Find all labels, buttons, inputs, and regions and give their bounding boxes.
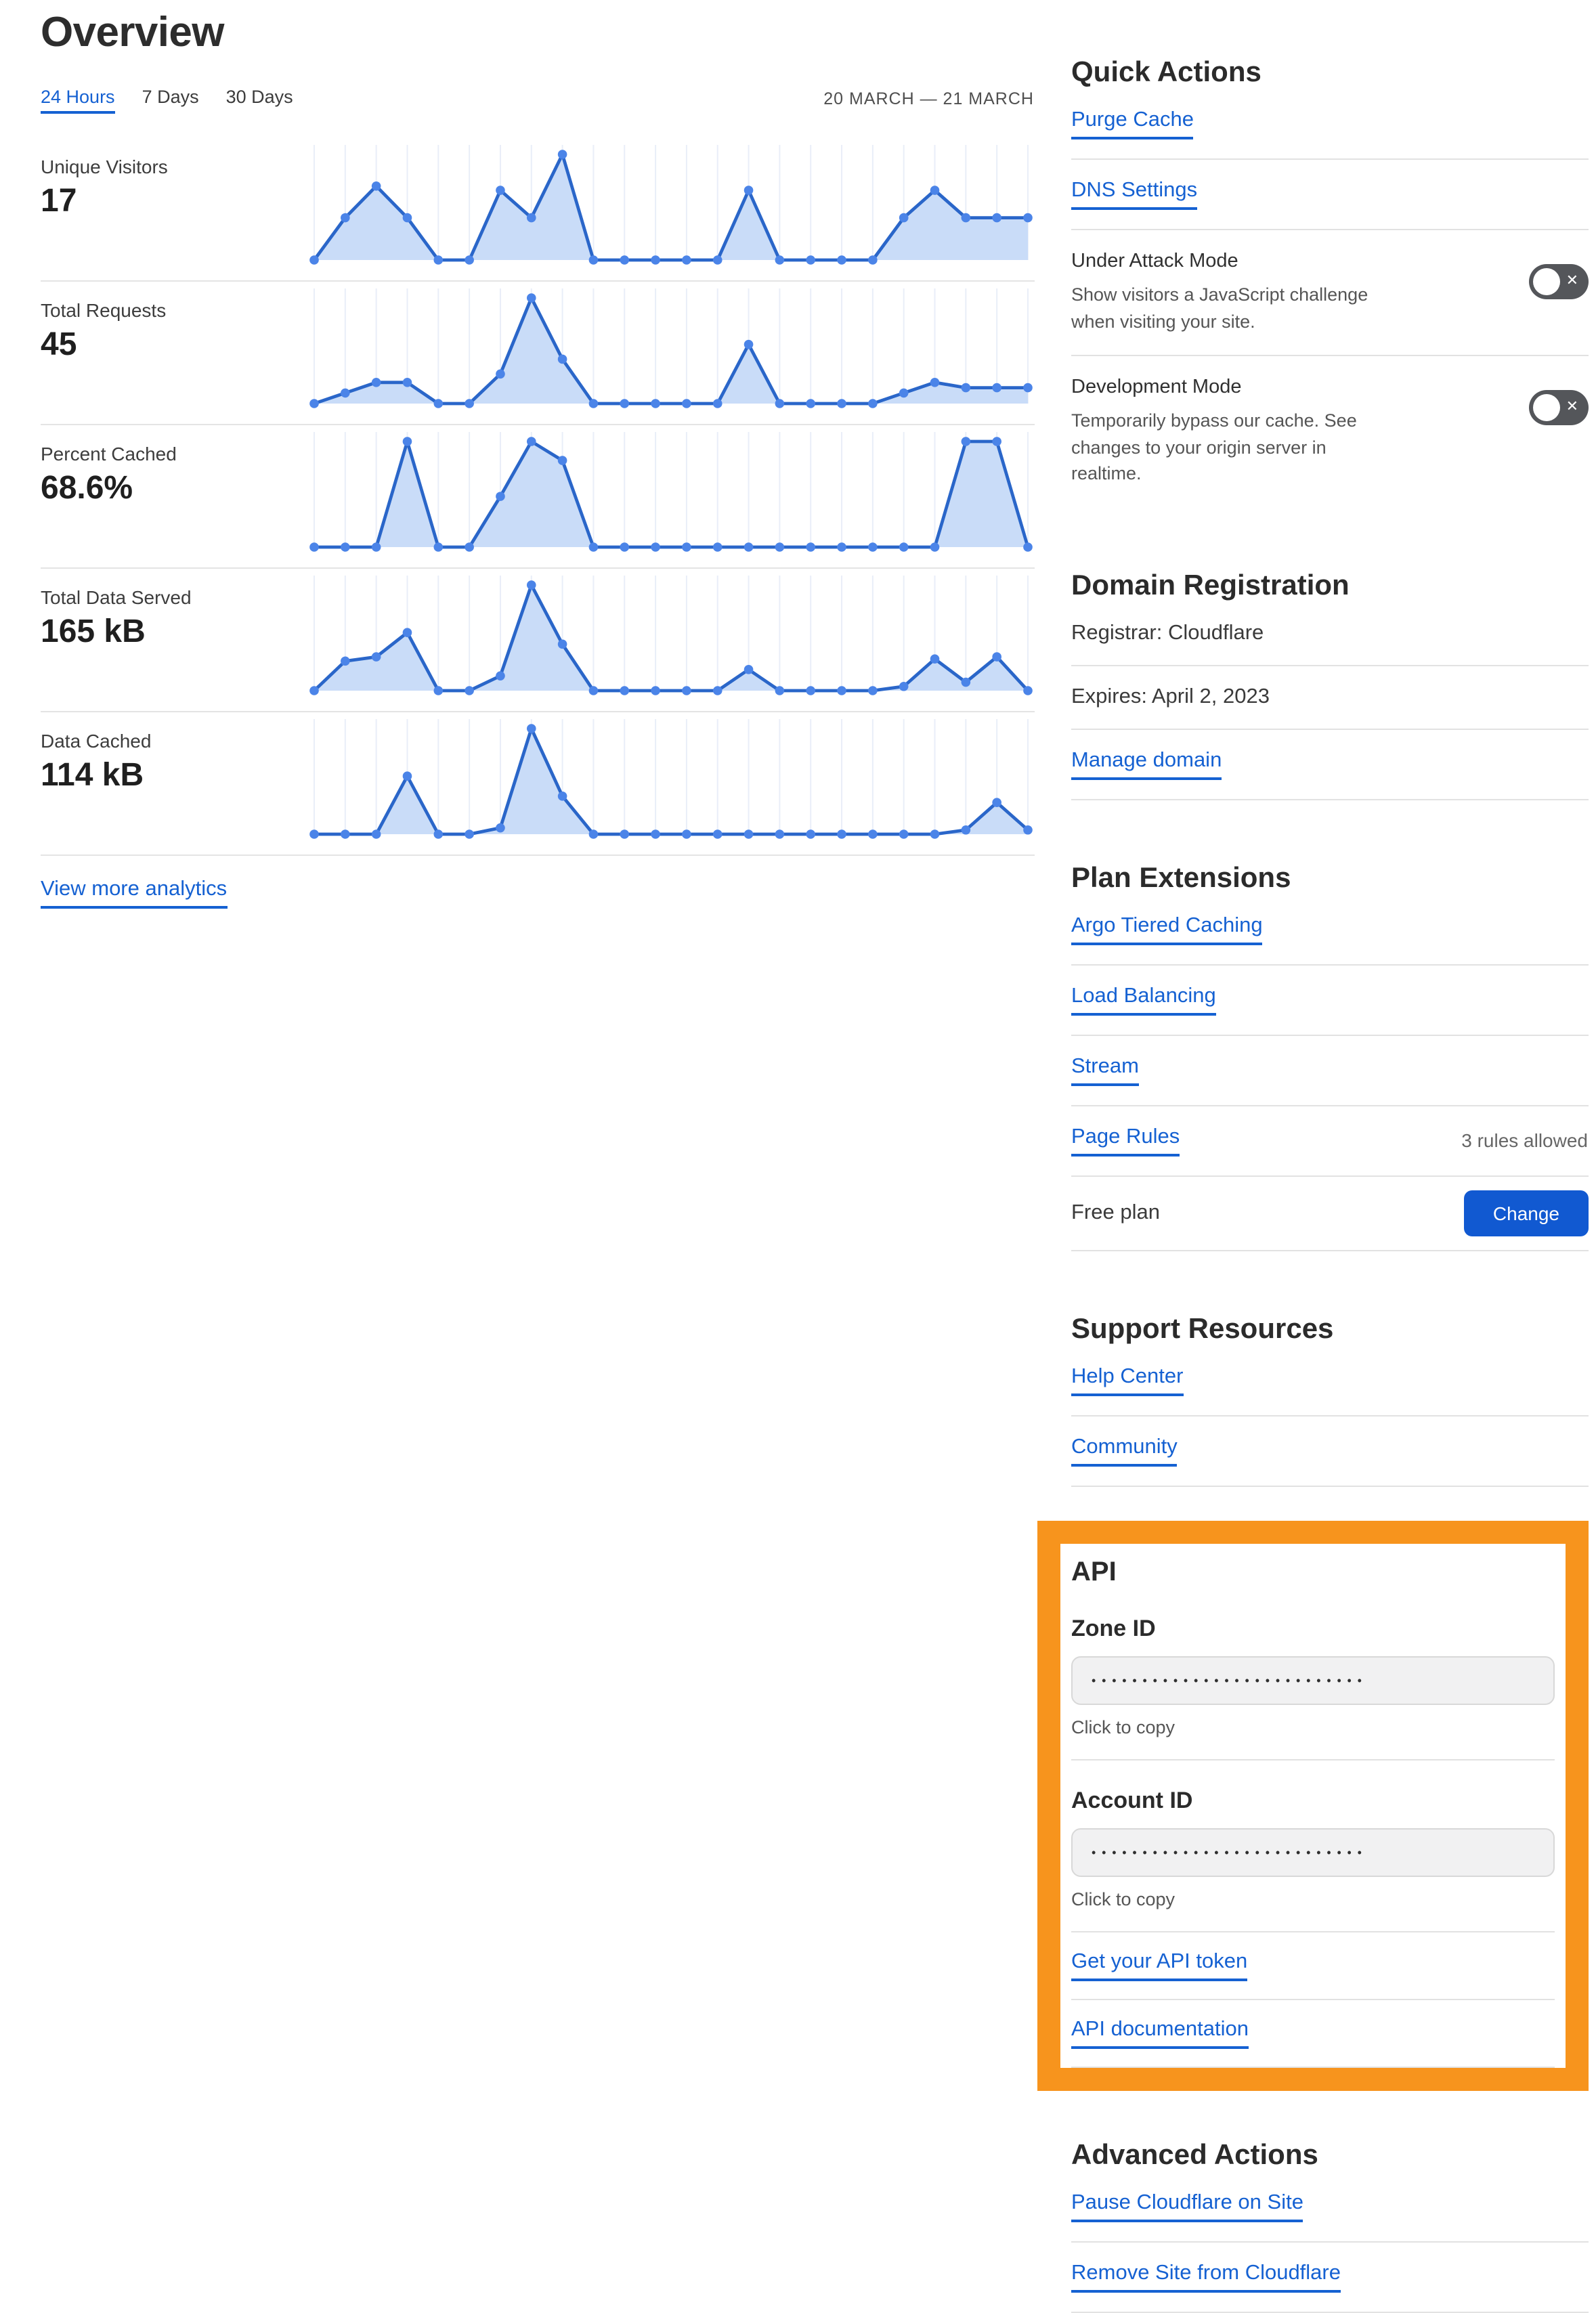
pause-cloudflare-link[interactable]: Pause Cloudflare on Site [1071,2191,1303,2222]
metric-label: Total Data Served [41,586,192,608]
metric-value: 165 kB [41,613,146,650]
account-id-block: Account ID ••••••••••••••••••••••••••• C… [1071,1788,1554,1932]
page-rules-allowance: 3 rules allowed [1461,1129,1588,1152]
analytics-column: Overview 24 Hours 7 Days 30 Days 20 MARC… [41,0,1034,909]
account-id-masked-value: ••••••••••••••••••••••••••• [1092,1846,1368,1860]
under-attack-mode-title: Under Attack Mode [1071,251,1238,272]
metric-label: Unique Visitors [41,156,168,177]
zone-id-copy-hint: Click to copy [1071,1716,1176,1737]
dns-settings-link[interactable]: DNS Settings [1071,179,1198,210]
metric-row-unique-visitors: Unique Visitors 17 [41,138,1034,282]
metric-value: 45 [41,326,77,363]
under-attack-mode-row: Under Attack Mode Show visitors a JavaSc… [1071,230,1588,357]
toggle-off-x-icon: ✕ [1566,399,1578,416]
metric-row-total-requests: Total Requests 45 [41,282,1034,425]
metric-row-percent-cached: Percent Cached 68.6% [41,425,1034,569]
expires-row: Expires: April 2, 2023 [1071,666,1588,730]
load-balancing-row: Load Balancing [1071,966,1588,1036]
remove-site-row: Remove Site from Cloudflare [1071,2243,1588,2313]
change-plan-button[interactable]: Change [1464,1190,1588,1236]
development-mode-description: Temporarily bypass our cache. See change… [1071,410,1357,484]
account-id-label: Account ID [1071,1787,1193,1813]
metric-value: 17 [41,183,77,219]
help-center-link[interactable]: Help Center [1071,1365,1184,1396]
under-attack-mode-toggle[interactable]: ✕ [1528,264,1588,299]
expires-value: Expires: April 2, 2023 [1071,685,1270,708]
metric-label: Data Cached [41,730,152,752]
development-mode-row: Development Mode Temporarily bypass our … [1071,356,1588,507]
toggle-knob [1532,394,1559,422]
page-title: Overview [41,8,225,56]
manage-domain-link[interactable]: Manage domain [1071,749,1222,780]
api-documentation-row: API documentation [1071,2000,1554,2068]
zone-id-masked-value: ••••••••••••••••••••••••••• [1092,1674,1368,1688]
sparkline-chart [309,428,1033,563]
help-center-row: Help Center [1071,1346,1588,1417]
metric-value: 68.6% [41,470,133,506]
zone-id-masked-field[interactable]: ••••••••••••••••••••••••••• [1071,1656,1554,1705]
plan-row: Free plan Change [1071,1177,1588,1251]
metrics-chart-list: Unique Visitors 17 Total Requests 45 Per… [41,138,1034,856]
tab-30-days[interactable]: 30 Days [225,87,293,107]
api-documentation-link[interactable]: API documentation [1071,2018,1249,2049]
remove-site-link[interactable]: Remove Site from Cloudflare [1071,2262,1341,2293]
community-row: Community [1071,1417,1588,1487]
manage-domain-row: Manage domain [1071,730,1588,800]
zone-id-block: Zone ID ••••••••••••••••••••••••••• Clic… [1071,1616,1554,1760]
metric-row-data-cached: Data Cached 114 kB [41,712,1034,856]
quick-actions-heading: Quick Actions [1071,57,1261,88]
metric-label: Total Requests [41,299,167,321]
api-heading: API [1071,1557,1117,1587]
development-mode-title: Development Mode [1071,376,1242,399]
sparkline-chart [309,715,1033,850]
get-api-token-row: Get your API token [1071,1932,1554,2000]
plan-extensions-heading: Plan Extensions [1071,862,1291,894]
purge-cache-link[interactable]: Purge Cache [1071,108,1194,139]
metric-row-total-data-served: Total Data Served 165 kB [41,569,1034,712]
argo-tiered-caching-link[interactable]: Argo Tiered Caching [1071,914,1263,945]
under-attack-mode-description: Show visitors a JavaScript challenge whe… [1071,284,1368,332]
sidebar: Quick Actions Purge Cache DNS Settings U… [1037,0,1588,2313]
overview-page: Overview 24 Hours 7 Days 30 Days 20 MARC… [41,0,1588,2313]
community-link[interactable]: Community [1071,1435,1178,1467]
dns-settings-row: DNS Settings [1071,160,1588,230]
plan-label: Free plan [1071,1201,1160,1224]
purge-cache-row: Purge Cache [1071,89,1588,160]
sparkline-chart [309,284,1033,420]
tab-7-days[interactable]: 7 Days [142,87,199,107]
metric-label: Percent Cached [41,443,177,464]
support-resources-heading: Support Resources [1071,1313,1334,1345]
page-rules-row: Page Rules 3 rules allowed [1071,1106,1588,1177]
account-id-masked-field[interactable]: ••••••••••••••••••••••••••• [1071,1828,1554,1877]
load-balancing-link[interactable]: Load Balancing [1071,985,1216,1016]
api-section-highlight-box: API Zone ID ••••••••••••••••••••••••••• … [1037,1520,1588,2091]
domain-registration-heading: Domain Registration [1071,569,1350,601]
development-mode-toggle[interactable]: ✕ [1528,390,1588,426]
view-more-analytics-link[interactable]: View more analytics [41,878,228,909]
registrar-row: Registrar: Cloudflare [1071,603,1588,666]
advanced-actions-heading: Advanced Actions [1071,2139,1318,2171]
argo-row: Argo Tiered Caching [1071,895,1588,966]
tab-24-hours[interactable]: 24 Hours [41,87,115,114]
stream-link[interactable]: Stream [1071,1055,1139,1086]
zone-id-label: Zone ID [1071,1615,1156,1641]
get-api-token-link[interactable]: Get your API token [1071,1950,1248,1981]
account-id-copy-hint: Click to copy [1071,1888,1176,1909]
page-rules-link[interactable]: Page Rules [1071,1125,1180,1156]
pause-cloudflare-row: Pause Cloudflare on Site [1071,2172,1588,2243]
metric-value: 114 kB [41,757,144,794]
sparkline-chart [309,571,1033,707]
stream-row: Stream [1071,1036,1588,1106]
sparkline-chart [309,141,1033,276]
toggle-off-x-icon: ✕ [1566,273,1578,289]
time-range-tabs: 24 Hours 7 Days 30 Days 20 MARCH — 21 MA… [41,87,1034,116]
registrar-value: Registrar: Cloudflare [1071,621,1264,645]
date-range-label: 20 MARCH — 21 MARCH [823,89,1034,108]
toggle-knob [1532,268,1559,295]
